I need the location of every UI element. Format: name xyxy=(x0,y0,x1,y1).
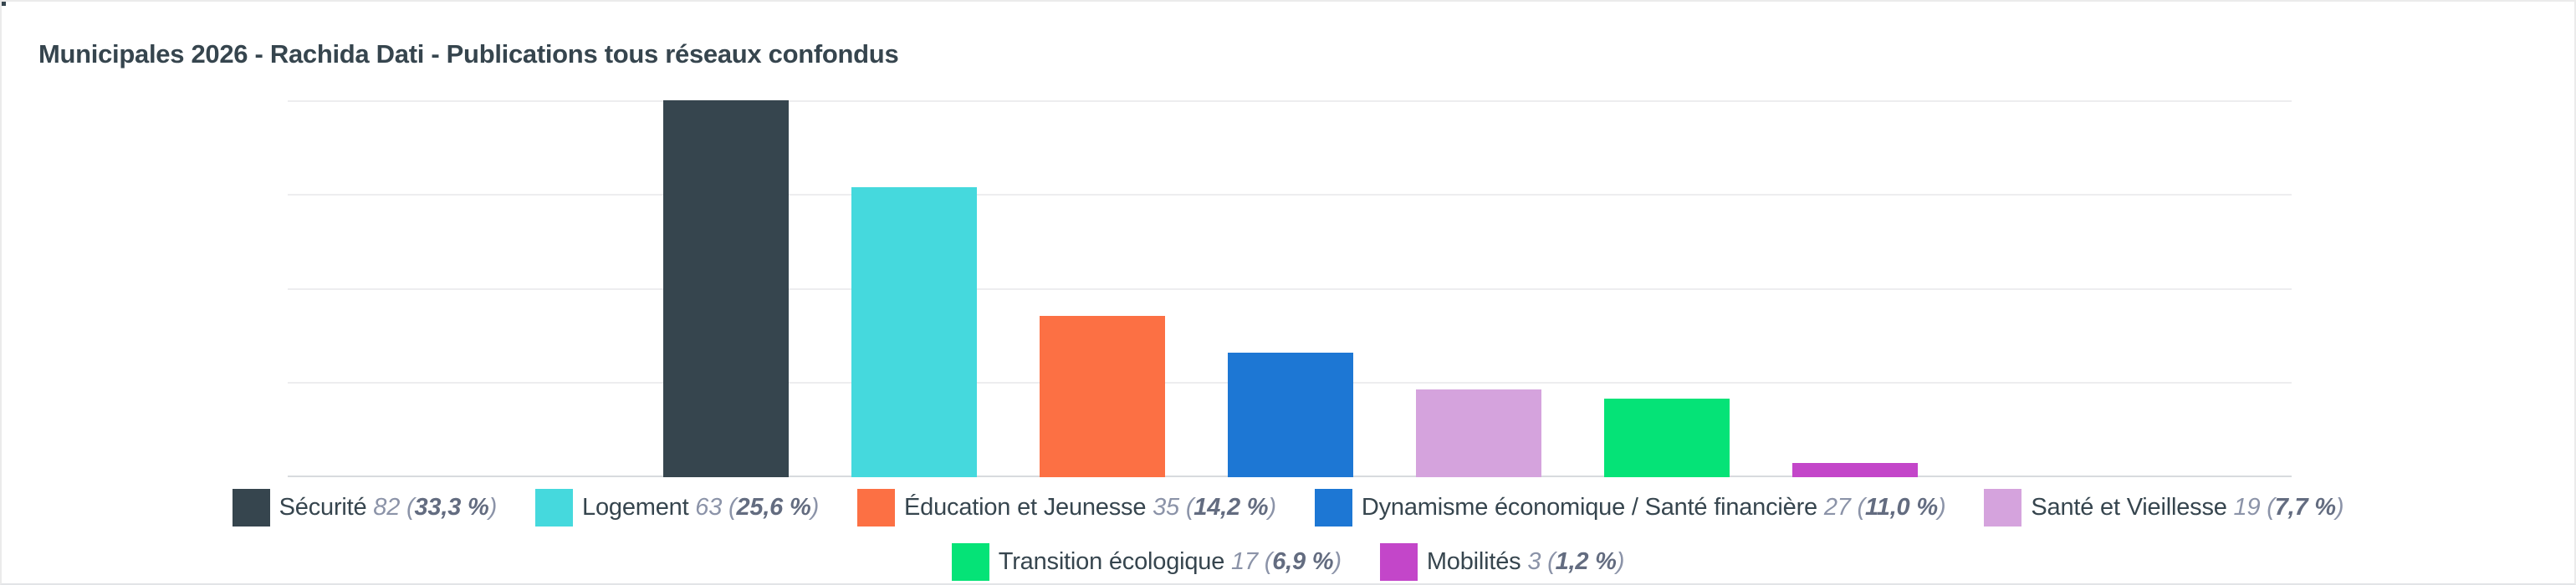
legend-swatch-icon xyxy=(535,489,574,526)
legend-percent: 11,0 % xyxy=(1865,494,1938,521)
legend-value-close-paren: ) xyxy=(1333,548,1342,575)
legend-percent: 14,2 % xyxy=(1193,494,1269,521)
legend-row-1: Sécurité 82 (33,3 %) Logement 63 (25,6 %)… xyxy=(2,489,2574,526)
legend-value: 82 ( xyxy=(366,494,415,521)
legend-value-close-paren: ) xyxy=(1616,548,1625,575)
legend-value-close-paren: ) xyxy=(810,494,820,521)
legend-item-sant-et-vieillesse[interactable]: Santé et Vieillesse 19 (7,7 %) xyxy=(1984,489,2344,526)
chart-title: Municipales 2026 - Rachida Dati - Public… xyxy=(38,39,899,69)
legend-row-2: Transition écologique 17 (6,9 %) Mobilité… xyxy=(2,543,2574,581)
legend-item-mobilit-s[interactable]: Mobilités 3 (1,2 %) xyxy=(1379,543,1625,581)
legend-text: Éducation et Jeunesse 35 (14,2 %) xyxy=(904,494,1276,521)
legend-item-dynamisme-conomique-sant-financi-re[interactable]: Dynamisme économique / Santé financière … xyxy=(1314,489,1946,526)
legend-value: 19 ( xyxy=(2226,494,2275,521)
gridline xyxy=(288,100,2292,102)
legend-label: Mobilités xyxy=(1426,548,1521,575)
legend-percent: 25,6 % xyxy=(736,494,811,521)
plot-area xyxy=(288,100,2292,477)
legend-label: Transition écologique xyxy=(998,548,1225,575)
legend-value: 17 ( xyxy=(1224,548,1273,575)
bar-2-logement[interactable] xyxy=(851,187,977,477)
legend-swatch-icon xyxy=(857,489,896,526)
bar-4-dynamisme-conomique-sant-financi-re[interactable] xyxy=(1228,353,1353,477)
legend-value-close-paren: ) xyxy=(1937,494,1946,521)
legend-label: Santé et Vieillesse xyxy=(2031,494,2227,521)
legend-value-close-paren: ) xyxy=(1268,494,1276,521)
legend-text: Logement 63 (25,6 %) xyxy=(582,494,819,521)
gridline xyxy=(288,194,2292,196)
legend-text: Sécurité 82 (33,3 %) xyxy=(279,494,498,521)
corner-mark xyxy=(2,2,6,6)
legend-label: Éducation et Jeunesse xyxy=(904,494,1147,521)
legend-value: 63 ( xyxy=(688,494,737,521)
bar-3--ducation-et-jeunesse[interactable] xyxy=(1040,316,1165,477)
legend-swatch-icon xyxy=(1314,489,1352,526)
legend-label: Dynamisme économique / Santé financière xyxy=(1361,494,1817,521)
legend-item-s-curit-[interactable]: Sécurité 82 (33,3 %) xyxy=(232,489,498,526)
bar-7-mobilit-s[interactable] xyxy=(1792,463,1918,477)
legend-value-close-paren: ) xyxy=(488,494,498,521)
legend-item-logement[interactable]: Logement 63 (25,6 %) xyxy=(535,489,819,526)
legend-text: Dynamisme économique / Santé financière … xyxy=(1362,494,1946,521)
legend-text: Santé et Vieillesse 19 (7,7 %) xyxy=(2031,494,2343,521)
legend-text: Transition écologique 17 (6,9 %) xyxy=(999,548,1342,576)
legend-label: Sécurité xyxy=(279,494,367,521)
legend-value: 35 ( xyxy=(1146,494,1194,521)
legend-value: 3 ( xyxy=(1521,548,1556,575)
legend-swatch-icon xyxy=(1379,543,1418,581)
legend-swatch-icon xyxy=(1984,489,2022,526)
legend-text: Mobilités 3 (1,2 %) xyxy=(1426,548,1625,576)
legend-item-transition-cologique[interactable]: Transition écologique 17 (6,9 %) xyxy=(951,543,1342,581)
legend-item--ducation-et-jeunesse[interactable]: Éducation et Jeunesse 35 (14,2 %) xyxy=(857,489,1276,526)
bar-6-transition-cologique[interactable] xyxy=(1604,399,1730,477)
legend-value-close-paren: ) xyxy=(2335,494,2344,521)
legend-value: 27 ( xyxy=(1817,494,1865,521)
legend-percent: 33,3 % xyxy=(414,494,489,521)
legend-label: Logement xyxy=(582,494,689,521)
bar-5-sant-et-vieillesse[interactable] xyxy=(1416,389,1541,477)
bar-1-s-curit-[interactable] xyxy=(663,100,789,477)
gridline xyxy=(288,288,2292,290)
legend-swatch-icon xyxy=(951,543,989,581)
legend-percent: 6,9 % xyxy=(1272,548,1334,575)
legend-percent: 1,2 % xyxy=(1555,548,1617,575)
legend-swatch-icon xyxy=(232,489,270,526)
legend-percent: 7,7 % xyxy=(2274,494,2336,521)
